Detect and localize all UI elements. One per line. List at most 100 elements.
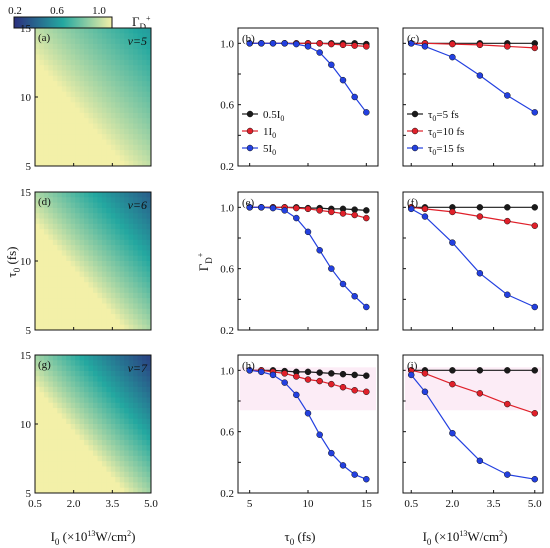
heatmap-cell [142,155,148,162]
heatmap-cell [110,287,116,294]
heatmap-cell [70,287,76,294]
panel-label: (e) [242,197,255,209]
heatmap-cell [110,282,116,289]
heatmap-cell [66,365,72,372]
data-point [363,303,370,311]
heatmap-cell [124,207,130,214]
heatmap-cell [119,155,125,162]
heatmap-cell [106,234,112,241]
colorbar-tick: 0.6 [50,5,64,17]
heatmap-cell [66,445,72,452]
heatmap-cell [137,370,143,377]
heatmap-cell [43,266,49,273]
heatmap-cell [101,386,107,393]
heatmap-cell [110,250,116,257]
heatmap-cell [124,65,130,72]
legend-label: 0.5I0 [263,109,284,123]
heatmap-cell [61,424,67,430]
heatmap-cell [110,91,116,98]
heatmap-cell [70,266,76,273]
heatmap-cell [146,276,151,283]
heatmap-cell [128,365,134,372]
heatmap-cell [97,261,103,267]
heatmap-cell [75,482,81,489]
heatmap-cell [70,303,76,310]
heatmap-cell [43,466,49,473]
heatmap-cell [79,160,85,166]
heatmap-cell [110,102,116,109]
heatmap-cell [97,455,103,462]
line-panel: 0.20.61.0 (e) [220,191,379,337]
heatmap-cell [133,314,139,320]
heatmap-cell [110,75,116,82]
heatmap-cell [84,482,90,489]
heatmap-cell [70,282,76,289]
heatmap-cell [84,319,90,326]
heatmap-cell [137,424,143,430]
heatmap-cell [57,255,63,262]
heatmap-cell [133,319,139,326]
heatmap-cell [75,261,81,267]
heatmap-cell [146,466,151,473]
heatmap-cell [35,392,41,399]
heatmap-cell [146,160,151,166]
heatmap-cell [137,91,143,98]
heatmap-cell [115,392,121,399]
heatmap-cell [133,360,139,367]
heatmap-cell [66,392,72,399]
heatmap-cell [124,197,130,204]
data-point [351,471,358,478]
heatmap-cell [52,239,58,246]
heatmap-cell [124,144,130,151]
heatmap-cell [124,408,130,414]
heatmap-cell [52,314,58,320]
heatmap-cell [119,455,125,462]
heatmap-cell [61,202,67,209]
heatmap-cell [93,314,99,320]
heatmap-cell [146,461,151,468]
heatmap-cell [133,413,139,420]
data-point [476,72,484,79]
heatmap-cell [101,202,107,209]
y-tick-label: 5 [26,325,32,337]
heatmap-cell [115,213,121,220]
heatmap-cell [57,413,63,420]
heatmap-cell [106,255,112,262]
heatmap-cell [70,376,76,383]
heatmap-cell [93,402,99,409]
heatmap-cell [97,314,103,320]
heatmap-cell [88,261,94,267]
heatmap-cell [88,482,94,489]
heatmap-cell [128,75,134,82]
heatmap-cell [79,144,85,151]
heatmap-cell [48,97,54,103]
heatmap-cell [75,408,81,414]
line-panel: 0.20.61.05 10 15(h) [220,354,379,510]
heatmap-cell [75,292,81,299]
heatmap-cell [115,308,121,315]
heatmap-cell [119,418,125,425]
heatmap-cell [119,118,125,125]
heatmap-cell [61,487,67,493]
heatmap-cell [106,287,112,294]
heatmap-cell [115,65,121,72]
heatmap-cell [75,81,81,87]
heatmap-cell [128,239,134,246]
heatmap-cell [115,123,121,130]
heatmap-cell [115,276,121,283]
heatmap-cell [66,424,72,430]
heatmap-cell [101,245,107,251]
heatmap-cell [39,118,45,125]
heatmap-cell [79,487,85,493]
heatmap-cell [57,91,63,98]
heatmap-cell [128,65,134,72]
heatmap-cell [133,282,139,289]
heatmap-cell [70,28,76,34]
data-point [293,373,300,380]
heatmap-cell [79,408,85,414]
heatmap-cell [57,282,63,289]
heatmap-cell [93,292,99,299]
data-point [339,462,347,469]
heatmap-cell [66,319,72,326]
heatmap-cell [88,298,94,305]
